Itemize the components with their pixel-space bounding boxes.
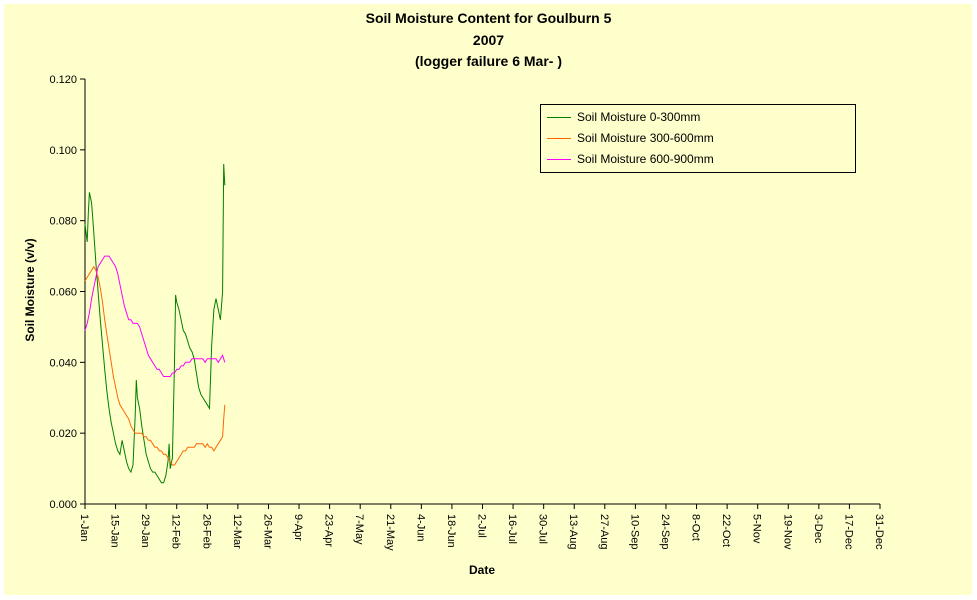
chart-subtitle-year: 2007 [472,32,505,48]
x-tick-label: 26-Mar [261,514,273,549]
x-tick-label: 19-Nov [781,514,793,550]
x-tick-label: 9-Apr [292,514,304,541]
x-tick-label: 24-Sep [659,514,671,549]
legend-label-600-900: Soil Moisture 600-900mm [577,152,714,166]
y-tick-label: 0.100 [49,145,77,157]
x-tick-label: 15-Jan [109,514,121,548]
legend-swatch-600-900 [547,158,571,160]
x-tick-label: 29-Jan [139,514,151,548]
series-line-1 [84,265,226,466]
x-tick-label: 18-Jun [445,514,457,548]
x-tick-label: 27-Aug [598,514,610,549]
legend-item-300-600: Soil Moisture 300-600mm [547,130,714,146]
x-tick-label: 30-Jul [537,514,549,544]
x-tick-label: 1-Jan [78,514,90,542]
y-tick-label: 0.120 [49,74,77,86]
x-tick-label: 31-Dec [873,514,885,550]
x-tick-label: 23-Apr [323,514,335,547]
y-tick-label: 0.080 [49,216,77,228]
legend-swatch-300-600 [547,137,571,139]
x-tick-label: 4-Jun [414,514,426,542]
legend-label-300-600: Soil Moisture 300-600mm [577,131,714,145]
x-tick-label: 26-Feb [200,514,212,549]
x-tick-label: 10-Sep [628,514,640,549]
chart-subtitle-note: (logger failure 6 Mar- ) [414,53,563,69]
x-tick-label: 12-Mar [231,514,243,549]
legend-item-600-900: Soil Moisture 600-900mm [547,151,714,167]
x-axis-label: Date [468,563,496,577]
x-tick-label: 13-Aug [567,514,579,549]
series-line-0 [84,163,226,484]
x-tick-label: 12-Feb [170,514,182,549]
x-tick-label: 2-Jul [476,514,488,538]
y-tick-label: 0.020 [49,428,77,440]
chart-title: Soil Moisture Content for Goulburn 5 [365,10,612,26]
y-tick-label: 0.000 [49,499,77,511]
x-tick-label: 7-May [353,514,365,545]
legend-label-0-300: Soil Moisture 0-300mm [577,110,701,124]
x-tick-label: 8-Oct [690,514,702,541]
chart-area [4,4,972,595]
x-tick-label: 16-Jul [506,514,518,544]
x-tick-label: 21-May [384,514,396,551]
x-tick-label: 5-Nov [751,514,763,544]
x-tick-label: 22-Oct [720,514,732,547]
x-tick-label: 3-Dec [812,514,824,544]
legend: Soil Moisture 0-300mm Soil Moisture 300-… [540,104,856,173]
legend-item-0-300: Soil Moisture 0-300mm [547,109,700,125]
y-tick-label: 0.060 [49,287,77,299]
legend-swatch-0-300 [547,116,571,118]
series-line-2 [84,255,226,377]
y-tick-label: 0.040 [49,357,77,369]
x-tick-label: 17-Dec [842,514,854,550]
